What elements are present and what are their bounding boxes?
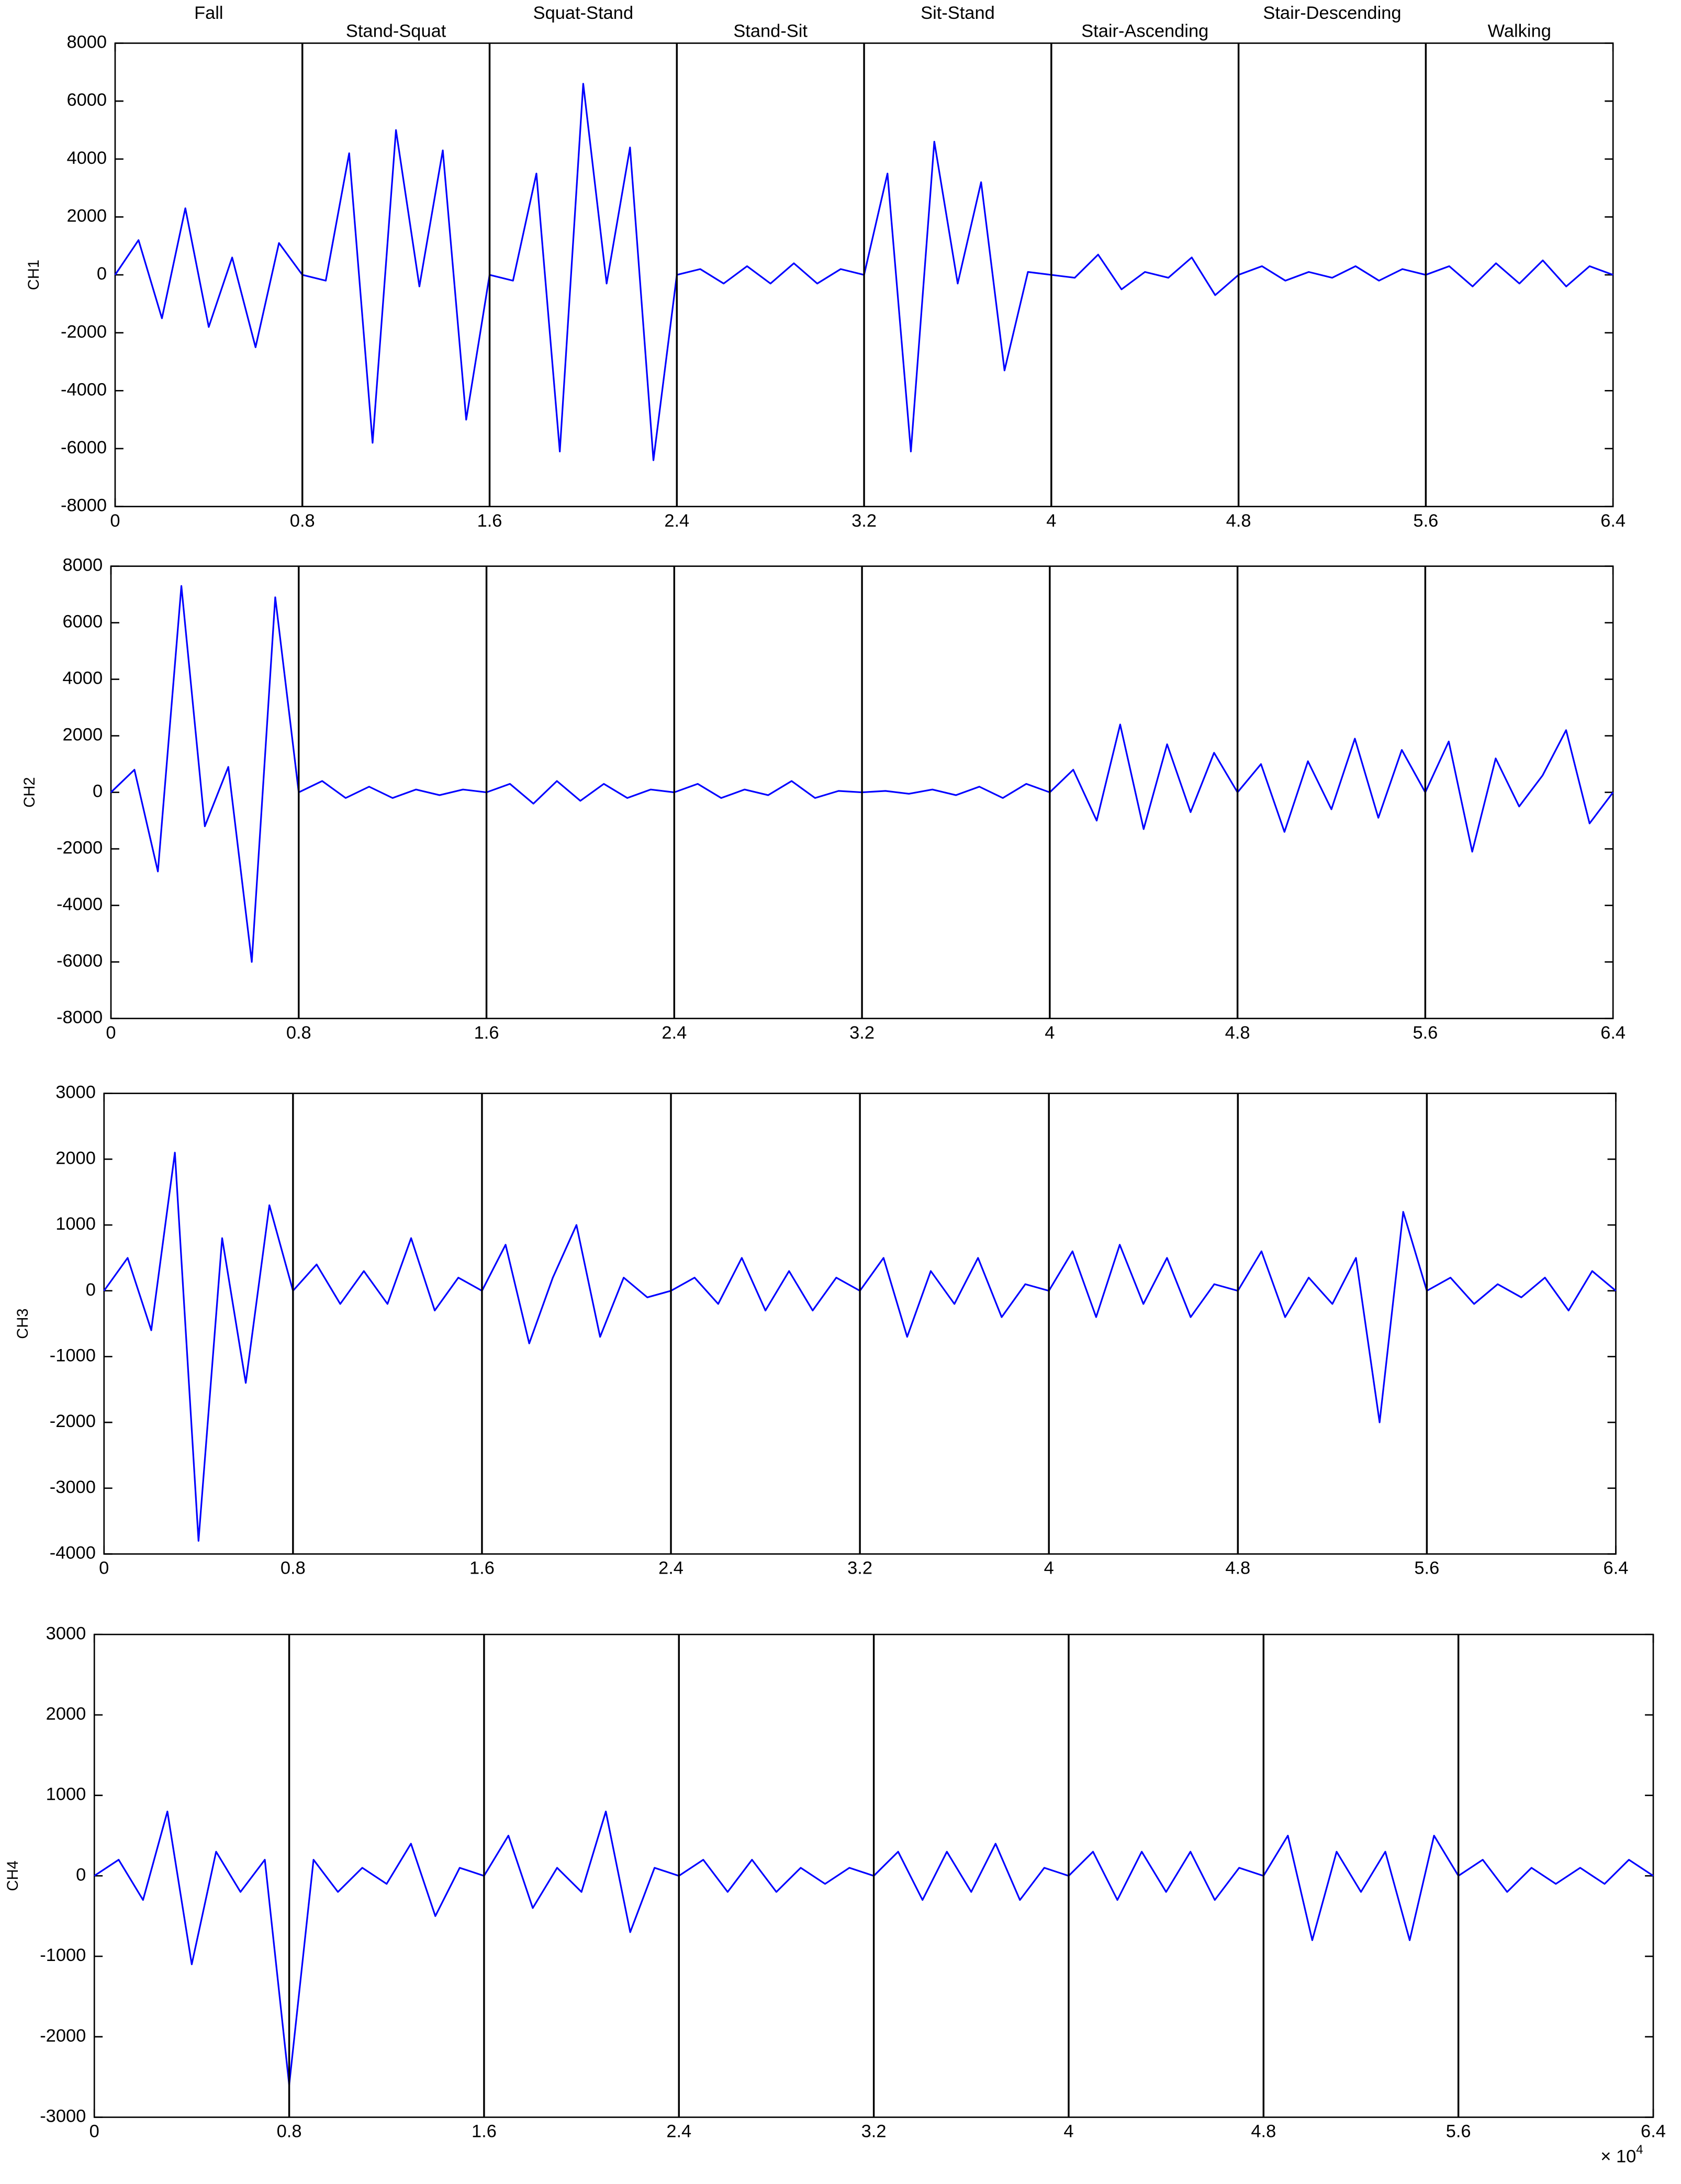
x-multiplier-base: × 10	[1600, 2146, 1636, 2166]
y-tick-label: -8000	[57, 1008, 103, 1028]
x-tick-label: 4	[1044, 1558, 1054, 1578]
x-tick-label: 0	[89, 2122, 99, 2142]
x-tick-label: 6.4	[1641, 2122, 1666, 2142]
x-tick-label: 1.6	[477, 511, 502, 531]
y-tick-label: -2000	[61, 322, 107, 342]
x-tick-label: 0.8	[277, 2122, 302, 2142]
x-tick-label: 6.4	[1604, 1558, 1629, 1578]
x-tick-label: 1.6	[474, 1023, 499, 1043]
x-tick-label: 5.6	[1414, 1558, 1439, 1578]
y-tick-label: 8000	[66, 32, 107, 52]
x-tick-label: 4.8	[1225, 1023, 1250, 1043]
y-tick-label: -3000	[40, 2107, 86, 2126]
activity-label: Stand-Sit	[733, 21, 808, 41]
x-tick-label: 0.8	[286, 1023, 311, 1043]
y-tick-label: 0	[93, 782, 103, 801]
x-tick-label: 2.4	[666, 2122, 691, 2142]
y-tick-label: -3000	[50, 1477, 96, 1497]
x-tick-label: 2.4	[658, 1558, 683, 1578]
y-tick-label: 2000	[66, 206, 107, 226]
y-tick-label: -6000	[61, 438, 107, 458]
activity-label: Sit-Stand	[921, 3, 995, 23]
y-tick-label: -2000	[50, 1411, 96, 1431]
x-tick-label: 6.4	[1600, 1023, 1626, 1043]
x-tick-label: 5.6	[1446, 2122, 1471, 2142]
x-tick-label: 4.8	[1225, 1558, 1250, 1578]
x-tick-label: 5.6	[1413, 511, 1438, 531]
x-tick-label: 0	[99, 1558, 109, 1578]
y-tick-label: 4000	[66, 148, 107, 168]
x-tick-label: 0.8	[290, 511, 315, 531]
y-tick-label: 0	[97, 264, 107, 284]
x-tick-label: 4.8	[1251, 2122, 1276, 2142]
y-tick-label: 3000	[46, 1623, 86, 1643]
x-tick-label: 2.4	[664, 511, 689, 531]
y-tick-label: 1000	[46, 1785, 86, 1804]
x-tick-label: 0.8	[281, 1558, 306, 1578]
x-tick-label: 4	[1046, 511, 1056, 531]
x-tick-label: 3.2	[849, 1023, 875, 1043]
x-tick-label: 6.4	[1600, 511, 1626, 531]
y-axis-label: CH3	[15, 1308, 31, 1339]
y-tick-label: 0	[86, 1280, 96, 1300]
activity-label: Fall	[194, 3, 223, 23]
y-tick-label: -6000	[57, 951, 103, 971]
y-tick-label: -2000	[40, 2026, 86, 2046]
y-tick-label: 6000	[62, 612, 103, 632]
x-tick-label: 4.8	[1226, 511, 1251, 531]
y-axis-label: CH1	[26, 260, 42, 290]
activity-label: Stair-Descending	[1263, 3, 1401, 23]
x-tick-label: 3.2	[847, 1558, 872, 1578]
x-tick-label: 0	[106, 1023, 116, 1043]
x-tick-label: 4	[1045, 1023, 1055, 1043]
activity-label: Squat-Stand	[533, 3, 633, 23]
y-axis-label: CH2	[21, 777, 38, 807]
x-tick-label: 3.2	[861, 2122, 887, 2142]
y-tick-label: 2000	[46, 1704, 86, 1724]
x-tick-label: 2.4	[662, 1023, 687, 1043]
y-tick-label: 2000	[62, 725, 103, 745]
y-tick-label: 8000	[62, 555, 103, 575]
y-tick-label: -1000	[40, 1945, 86, 1965]
x-tick-label: 1.6	[469, 1558, 495, 1578]
y-tick-label: -4000	[50, 1543, 96, 1563]
y-tick-label: 3000	[55, 1083, 96, 1102]
y-tick-label: 6000	[66, 90, 107, 110]
y-tick-label: 2000	[55, 1148, 96, 1168]
y-tick-label: 1000	[55, 1214, 96, 1234]
activity-label: Stand-Squat	[346, 21, 446, 41]
x-tick-label: 4	[1063, 2122, 1073, 2142]
x-tick-label: 1.6	[472, 2122, 497, 2142]
y-axis-label: CH4	[5, 1860, 21, 1891]
y-tick-label: -8000	[61, 496, 107, 516]
x-multiplier: × 104	[1600, 2143, 1643, 2166]
x-tick-label: 5.6	[1413, 1023, 1438, 1043]
y-tick-label: 4000	[62, 668, 103, 688]
y-tick-label: -4000	[61, 380, 107, 399]
y-tick-label: -1000	[50, 1346, 96, 1366]
y-tick-label: -4000	[57, 895, 103, 915]
x-multiplier-exponent: 4	[1636, 2143, 1643, 2157]
x-tick-label: 0	[110, 511, 120, 531]
activity-label: Stair-Ascending	[1081, 21, 1208, 41]
y-tick-label: 0	[76, 1865, 86, 1885]
x-tick-label: 3.2	[851, 511, 877, 531]
y-tick-label: -2000	[57, 838, 103, 858]
activity-label: Walking	[1488, 21, 1551, 41]
